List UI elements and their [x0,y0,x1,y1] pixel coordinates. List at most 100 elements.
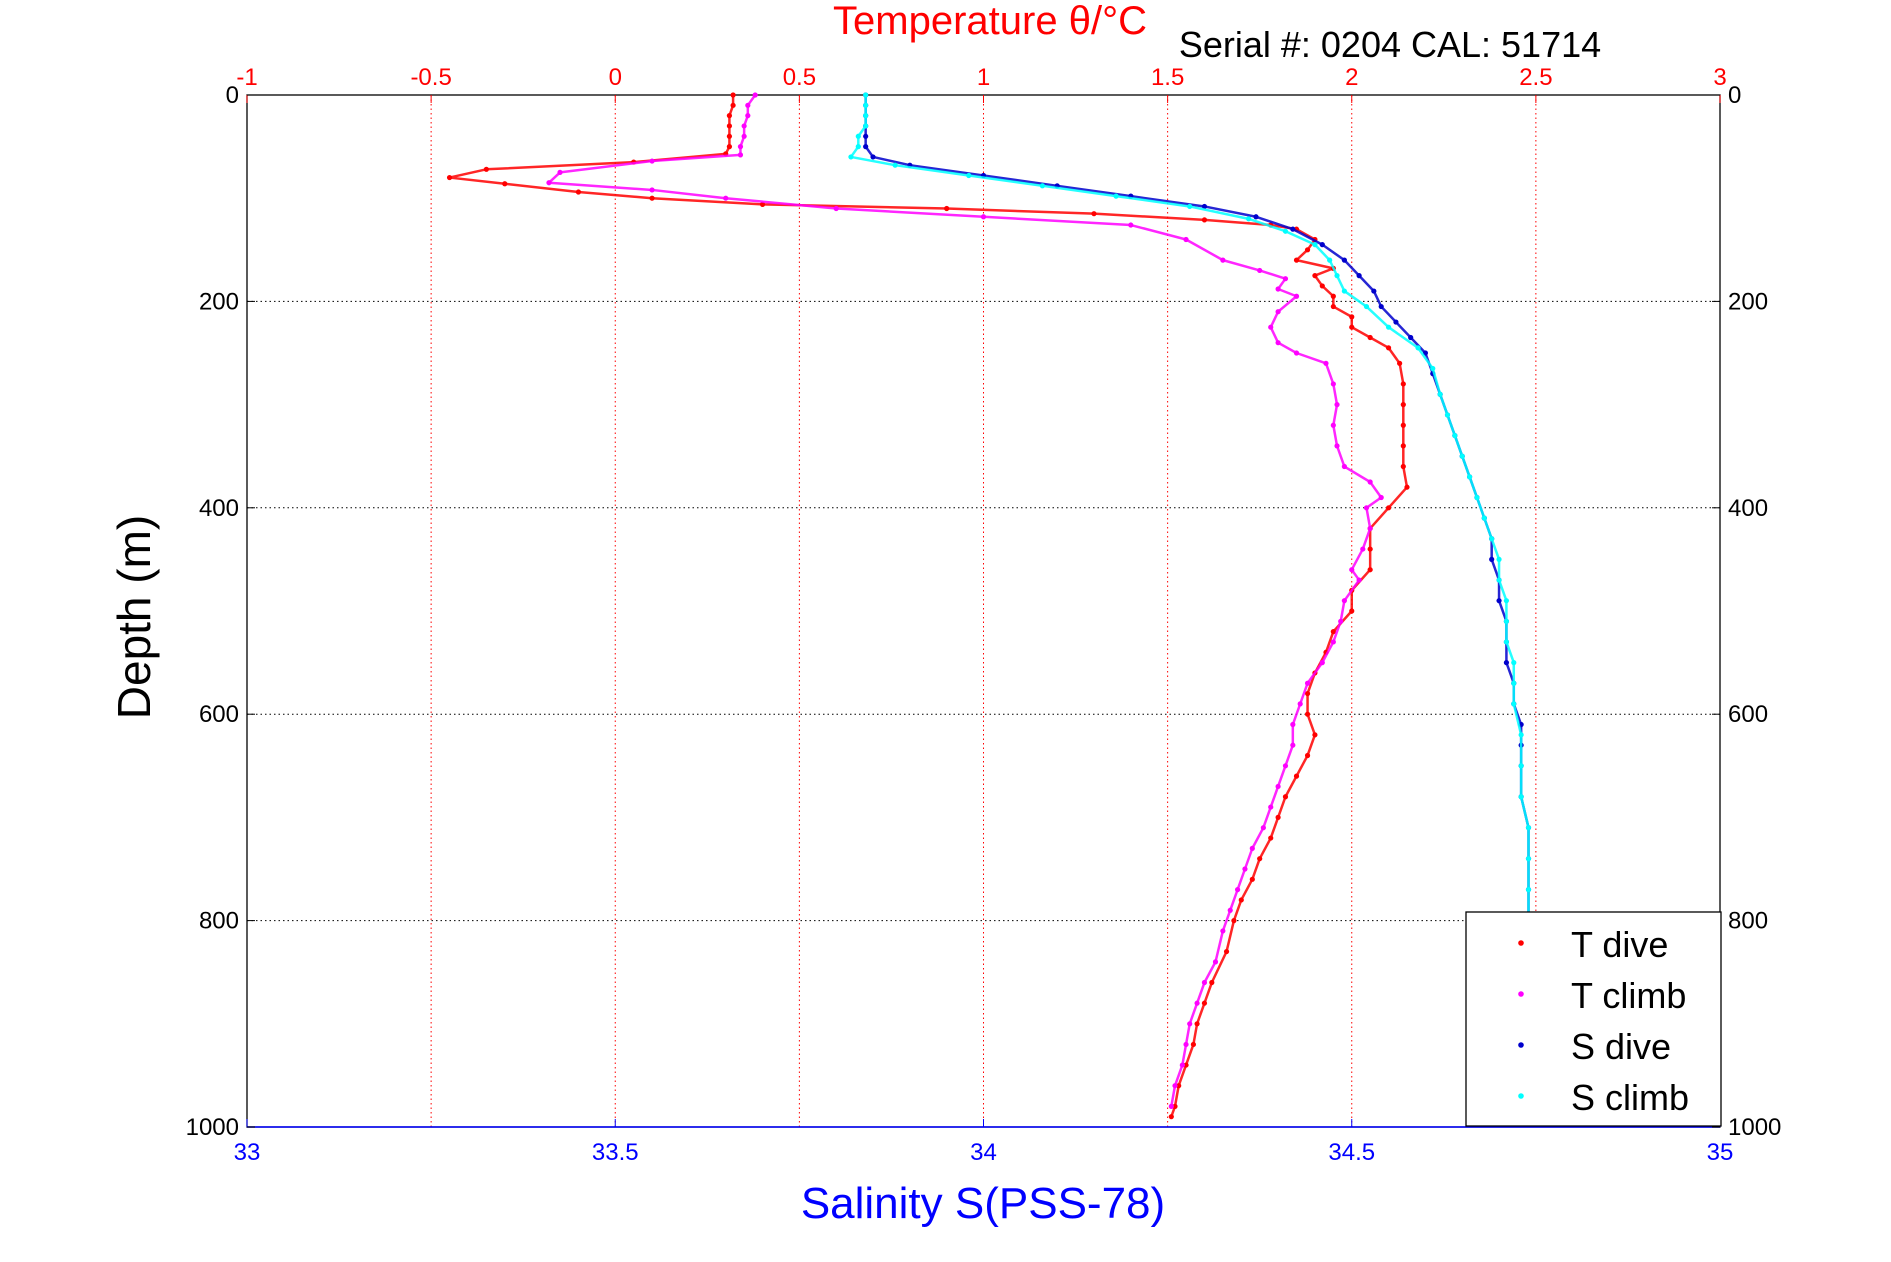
data-point [1334,273,1340,279]
data-point [980,214,987,220]
data-point [1179,1062,1185,1068]
data-point [1349,324,1355,330]
data-point [1113,193,1119,199]
data-point [726,144,733,150]
data-point [1183,1041,1189,1048]
data-point [1275,286,1281,292]
data-point [1503,639,1510,645]
data-point [557,169,563,175]
data-point [1234,887,1241,893]
data-point [1367,334,1373,341]
legend-entry-label: T climb [1571,975,1686,1016]
data-point [1525,856,1532,862]
depth-tick-label-right: 800 [1728,908,1768,935]
salinity-tick-label: 33 [234,1139,261,1166]
data-point [1400,443,1406,449]
data-point [1319,283,1325,289]
data-point [759,201,766,207]
data-point [1400,463,1406,470]
data-point [1385,324,1392,330]
series-s-climb [848,92,1532,1125]
legend-marker [1518,991,1524,997]
data-point [1223,948,1230,955]
data-point [944,205,950,212]
data-point [1183,1062,1189,1068]
data-point [1385,345,1392,351]
data-point [1290,721,1296,728]
temperature-tick-label: 2 [1345,64,1358,91]
data-point [1231,918,1237,924]
data-point [1304,690,1311,697]
data-point [1187,203,1193,210]
depth-tick-label-left: 0 [226,82,239,109]
data-point [855,144,861,150]
salinity-tick-label: 34 [970,1139,997,1166]
data-point [1304,711,1311,717]
data-point [1511,701,1517,707]
salinity-tick-label: 35 [1707,1139,1734,1166]
data-point [1201,979,1208,986]
data-point [863,133,869,139]
data-point [1363,505,1370,511]
temperature-tick-label: 2.5 [1519,64,1552,91]
data-point [649,158,655,164]
data-point [1253,214,1259,220]
data-point [737,152,744,158]
data-point [1525,825,1532,831]
data-point [1349,567,1355,573]
data-point [1187,1021,1193,1027]
temperature-tick-label: 1.5 [1151,64,1184,91]
data-point [1319,242,1325,248]
data-point [1249,876,1255,882]
depth-tick-label-left: 1000 [186,1114,239,1141]
data-point [1371,288,1377,294]
data-point [1304,752,1311,759]
data-point [1293,350,1300,356]
data-point [1242,866,1248,872]
data-point [1334,443,1340,449]
data-point [1268,804,1274,810]
data-point [741,123,747,129]
data-point [1338,618,1344,624]
data-point [1525,887,1532,893]
data-point [1363,303,1370,310]
data-point [1496,598,1502,604]
data-point [833,205,839,212]
legend-entry-label: S dive [1571,1026,1671,1067]
data-point [1194,1021,1200,1027]
temperature-tick-label: -1 [236,64,257,91]
data-point [1503,660,1510,666]
chart-title: Temperature θ/°C [833,0,1147,43]
legend-entry-label: S climb [1571,1077,1689,1118]
data-point [1349,608,1355,614]
data-point [1385,505,1392,511]
data-point [649,195,655,201]
data-point [1183,236,1189,243]
data-point [1168,1114,1174,1120]
data-point [1356,577,1362,583]
depth-tick-label-right: 200 [1728,288,1768,315]
data-point [1220,257,1226,263]
depth-tick-label-right: 0 [1728,82,1741,109]
legend-marker [1518,940,1524,946]
data-point [1367,546,1373,552]
data-point [726,113,733,119]
legend-marker [1518,1093,1524,1099]
data-point [737,144,744,150]
data-point [1293,257,1300,263]
series-t-climb [546,92,1384,1109]
data-point [1341,598,1347,604]
data-point [726,133,733,139]
data-point [1201,203,1208,210]
data-point [1489,536,1495,542]
data-point [745,102,751,108]
data-point [1275,783,1281,790]
data-point [863,102,869,108]
data-point [1190,1041,1197,1048]
data-point [1444,412,1451,418]
legend-marker [1518,1042,1524,1048]
data-point [1220,928,1226,934]
depth-tick-label-left: 800 [199,908,239,935]
data-point [1397,360,1403,366]
